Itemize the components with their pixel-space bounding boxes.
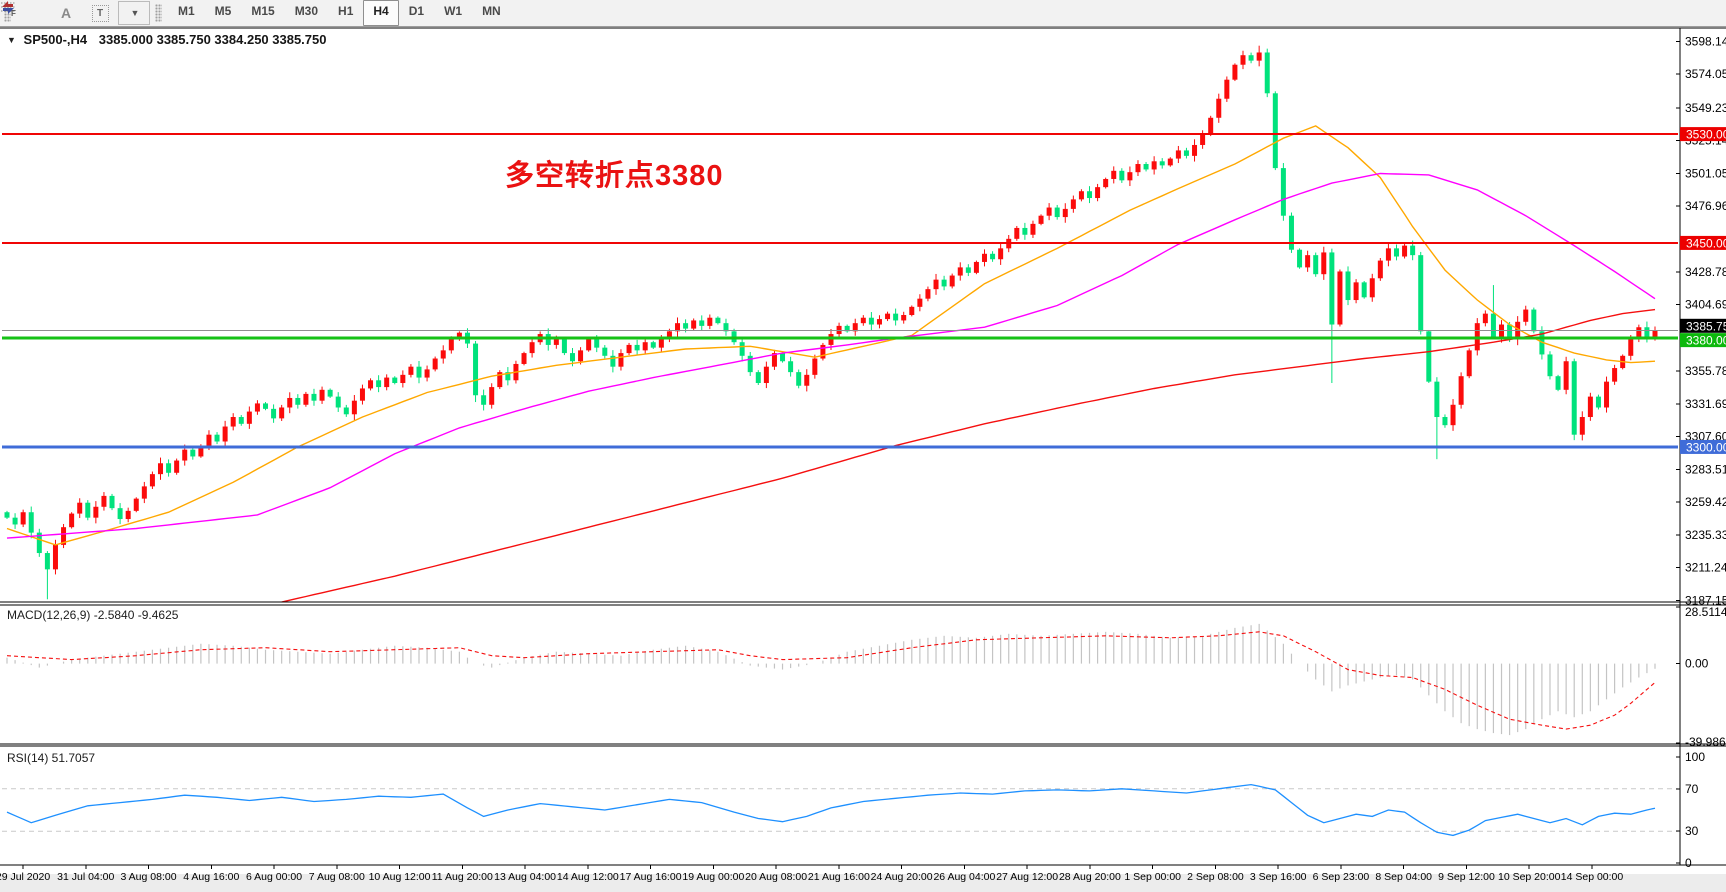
svg-text:3530.000: 3530.000 (1686, 128, 1726, 142)
svg-text:3385.750: 3385.750 (1686, 319, 1726, 333)
svg-text:3501.050: 3501.050 (1685, 166, 1726, 180)
macd-panel[interactable]: 28.5114 0.00 -39.9869 (6, 605, 1726, 749)
time-label: 20 Aug 08:00 (745, 871, 807, 883)
macd-label: MACD(12,26,9) -2.5840 -9.4625 (7, 608, 179, 622)
ohlc-values: 3385.000 3385.750 3384.250 3385.750 (98, 32, 327, 47)
toolbar-grip-2[interactable] (155, 4, 162, 22)
svg-text:3355.780: 3355.780 (1685, 364, 1726, 378)
timeframe-m30[interactable]: M30 (294, 4, 319, 18)
time-label: 10 Aug 12:00 (369, 871, 431, 883)
price-badge-3300.000 (1680, 439, 1726, 454)
price-badge-3385.750 (1680, 318, 1726, 333)
svg-text:3187.150: 3187.150 (1685, 593, 1726, 607)
ma-slow (281, 308, 1656, 603)
svg-text:30: 30 (1685, 824, 1699, 838)
timeframe-d1[interactable]: D1 (408, 4, 425, 18)
timeframe-w1[interactable]: W1 (444, 4, 463, 18)
arrows-icon[interactable]: ▼ (2, 1, 150, 25)
svg-text:3235.330: 3235.330 (1685, 528, 1726, 542)
time-label: 3 Aug 08:00 (120, 871, 176, 883)
svg-text:3598.140: 3598.140 (1685, 34, 1726, 48)
svg-text:-39.9869: -39.9869 (1685, 735, 1726, 749)
horizontal-lines-layer (2, 133, 1678, 449)
timeframe-m1[interactable]: M1 (178, 4, 195, 18)
timeframe-h1[interactable]: H1 (338, 4, 354, 18)
svg-text:3476.960: 3476.960 (1685, 199, 1726, 213)
price-panel[interactable] (2, 45, 1678, 603)
macd-signal-line (6, 631, 1656, 730)
time-label: 17 Aug 16:00 (620, 871, 682, 883)
time-label: 10 Sep 20:00 (1498, 871, 1561, 883)
fibonacci-icon[interactable]: F (1, 1, 48, 25)
rsi-label: RSI(14) 51.7057 (7, 751, 96, 765)
timeframe-mn[interactable]: MN (482, 4, 501, 18)
time-label: 29 Jul 2020 (0, 871, 50, 883)
timeframe-group: M1 M5 M15 M30 H1 H4 D1 W1 MN (168, 0, 511, 26)
time-label: 1 Sep 00:00 (1124, 871, 1181, 883)
toolbar: F A T ▼ M1 M5 M15 M30 H1 H4 D1 W1 MN (0, 0, 1726, 27)
rsi-line (6, 783, 1656, 837)
svg-text:70: 70 (1685, 782, 1699, 796)
time-label: 3 Sep 16:00 (1250, 871, 1307, 883)
price-badge-3530.000 (1680, 127, 1726, 142)
svg-text:3450.000: 3450.000 (1686, 236, 1726, 250)
time-label: 6 Sep 23:00 (1313, 871, 1370, 883)
time-label: 6 Aug 00:00 (246, 871, 302, 883)
toolbar-grip[interactable] (4, 4, 11, 22)
price-badge-3450.000 (1680, 235, 1726, 250)
ma-fast (6, 125, 1656, 546)
svg-text:28.5114: 28.5114 (1685, 605, 1726, 619)
timeframe-m15[interactable]: M15 (251, 4, 275, 18)
svg-text:0.00: 0.00 (1685, 657, 1709, 671)
time-label: 19 Aug 00:00 (682, 871, 744, 883)
svg-text:100: 100 (1685, 750, 1705, 764)
time-label: 28 Aug 20:00 (1059, 871, 1121, 883)
time-label: 9 Sep 12:00 (1438, 871, 1495, 883)
ma-medium (6, 172, 1656, 539)
time-label: 2 Sep 08:00 (1187, 871, 1244, 883)
svg-text:3428.780: 3428.780 (1685, 265, 1726, 279)
svg-text:3574.050: 3574.050 (1685, 67, 1726, 81)
text-label-icon[interactable]: T (84, 1, 116, 25)
text-a-icon[interactable]: A (60, 5, 72, 21)
timeframe-m5[interactable]: M5 (214, 4, 232, 18)
time-label: 21 Aug 16:00 (808, 871, 870, 883)
moving-averages-layer (6, 125, 1656, 603)
time-label: 8 Sep 04:00 (1375, 871, 1432, 883)
chart-annotation[interactable]: 多空转折点3380 (505, 160, 724, 192)
time-label: 14 Sep 00:00 (1561, 871, 1624, 883)
chevron-down-icon: ▼ (130, 8, 140, 18)
time-label: 26 Aug 04:00 (933, 871, 995, 883)
rsi-panel[interactable]: 100 70 30 0 (2, 750, 1705, 870)
timeframe-h4[interactable]: H4 (363, 0, 399, 26)
chevron-down-icon[interactable]: ▼ (7, 35, 16, 45)
price-badge-3380.000 (1680, 333, 1726, 348)
svg-text:3549.230: 3549.230 (1685, 101, 1726, 115)
svg-text:F: F (11, 9, 16, 16)
svg-text:3404.690: 3404.690 (1685, 298, 1726, 312)
svg-text:3211.240: 3211.240 (1685, 561, 1726, 575)
time-label: 27 Aug 12:00 (996, 871, 1058, 883)
time-label: 11 Aug 20:00 (432, 871, 493, 883)
time-label: 13 Aug 04:00 (494, 871, 556, 883)
price-axis[interactable]: 3598.1403574.0503549.2303525.1403501.050… (1676, 28, 1726, 865)
time-axis[interactable]: 29 Jul 2020 31 Jul 04:00 3 Aug 08:00 4 Aug … (0, 865, 1623, 883)
symbol-period-label: SP500-,H4 (23, 32, 88, 47)
svg-text:3380.000: 3380.000 (1686, 334, 1726, 348)
svg-text:3283.510: 3283.510 (1685, 462, 1726, 476)
time-label: 31 Jul 04:00 (57, 871, 114, 883)
svg-text:0: 0 (1685, 856, 1692, 870)
chart-title: ▼ SP500-,H4 3385.000 3385.750 3384.250 3… (7, 32, 327, 47)
time-label: 24 Aug 20:00 (871, 871, 933, 883)
time-label: 7 Aug 08:00 (309, 871, 365, 883)
time-label: 4 Aug 16:00 (183, 871, 239, 883)
svg-text:3259.420: 3259.420 (1685, 495, 1726, 509)
time-label: 14 Aug 12:00 (557, 871, 619, 883)
svg-text:3331.690: 3331.690 (1685, 397, 1726, 411)
svg-text:3300.000: 3300.000 (1686, 440, 1726, 454)
